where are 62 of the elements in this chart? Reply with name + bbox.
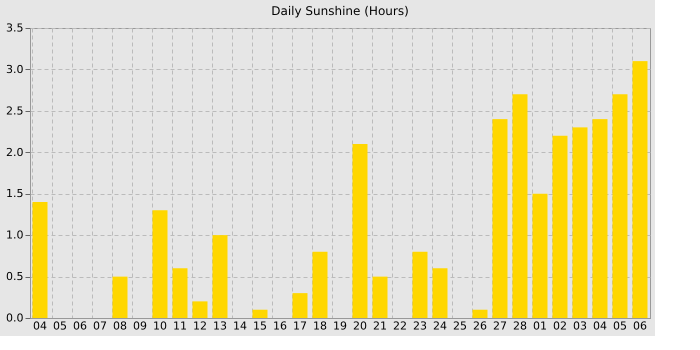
bar — [172, 268, 188, 318]
y-tick-label: 1.5 — [6, 187, 24, 200]
bar — [612, 94, 628, 318]
bar — [192, 301, 208, 318]
x-tick-label: 02 — [553, 320, 567, 332]
x-tick-label: 15 — [253, 320, 267, 332]
x-tick-label: 17 — [293, 320, 307, 332]
x-tick-label: 04 — [593, 320, 607, 332]
bar — [252, 310, 268, 318]
bar — [532, 194, 548, 318]
x-tick-label: 25 — [453, 320, 467, 332]
bar — [312, 252, 328, 318]
x-tick-label: 10 — [153, 320, 167, 332]
bar — [372, 276, 388, 318]
bar — [512, 94, 528, 318]
y-tick-label: 3.0 — [6, 62, 24, 76]
y-tick-label: 3.5 — [6, 22, 24, 34]
bar — [572, 127, 588, 318]
x-tick-label: 18 — [313, 320, 327, 332]
x-tick-label: 28 — [513, 320, 527, 332]
x-tick-label: 03 — [573, 320, 587, 332]
bar — [152, 210, 168, 318]
x-tick-label: 21 — [373, 320, 387, 332]
x-tick-label: 04 — [33, 320, 47, 332]
x-tick-label: 26 — [473, 320, 487, 332]
x-tick-label: 27 — [493, 320, 507, 332]
bar — [632, 61, 648, 318]
x-tick-label: 20 — [353, 320, 367, 332]
y-tick-label: 2.0 — [6, 146, 24, 159]
bar — [212, 235, 228, 318]
x-tick-label: 05 — [53, 320, 67, 332]
bar — [112, 276, 128, 318]
bar — [552, 136, 568, 318]
y-tick-label: 1.0 — [6, 228, 24, 242]
y-tick-label: 0.0 — [6, 312, 24, 324]
y-tick-label: 2.5 — [6, 104, 24, 118]
bar — [292, 293, 308, 318]
x-tick-label: 08 — [113, 320, 127, 332]
x-tick-label: 13 — [213, 320, 227, 332]
x-tick-label: 06 — [633, 320, 647, 332]
x-tick-label: 11 — [173, 320, 187, 332]
bar — [472, 310, 488, 318]
x-tick-label: 19 — [333, 320, 347, 332]
bar — [592, 119, 608, 318]
x-tick-label: 09 — [133, 320, 147, 332]
x-tick-label: 06 — [73, 320, 87, 332]
y-tick-label: 0.5 — [6, 270, 24, 284]
x-tick-label: 14 — [233, 320, 247, 332]
x-tick-label: 12 — [193, 320, 207, 332]
x-tick-label: 23 — [413, 320, 427, 332]
bar — [432, 268, 448, 318]
x-tick-label: 01 — [533, 320, 547, 332]
x-tick-label: 22 — [393, 320, 407, 332]
bar — [352, 144, 368, 318]
chart-title: Daily Sunshine (Hours) — [271, 4, 409, 18]
bar — [492, 119, 508, 318]
x-tick-label: 16 — [273, 320, 287, 332]
x-tick-label: 07 — [93, 320, 107, 332]
x-tick-label: 24 — [433, 320, 447, 332]
bar — [32, 202, 48, 318]
x-tick-label: 05 — [613, 320, 627, 332]
bar — [412, 252, 428, 318]
